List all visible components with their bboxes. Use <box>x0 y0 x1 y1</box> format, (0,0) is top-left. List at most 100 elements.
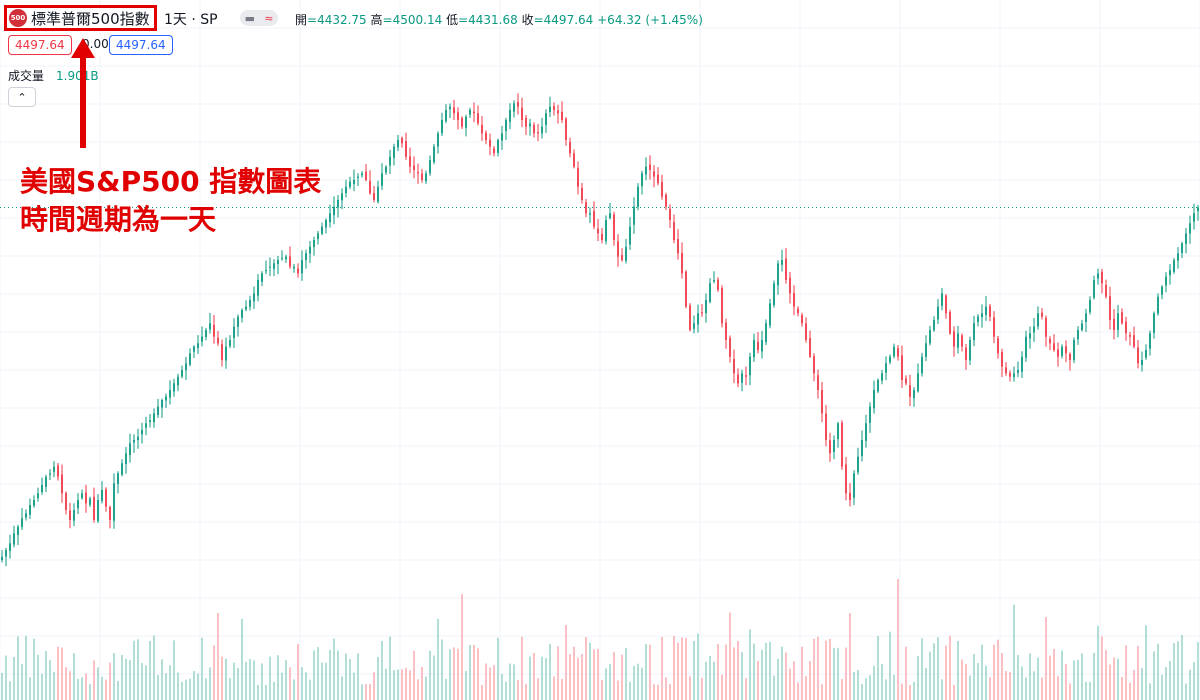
candle-body <box>741 373 743 383</box>
candle-body <box>221 344 223 360</box>
volume-bar <box>1037 657 1039 700</box>
volume-bar <box>757 660 759 700</box>
candle-body <box>901 355 903 380</box>
candle-body <box>1197 207 1199 212</box>
candle-body <box>165 396 167 401</box>
candle-body <box>1133 335 1135 347</box>
candle-body <box>201 336 203 342</box>
candle-body <box>393 146 395 158</box>
candle-body <box>377 186 379 202</box>
volume-bar <box>745 678 747 700</box>
candle-body <box>717 279 719 290</box>
candle-body <box>1013 373 1015 378</box>
volume-bar <box>145 665 147 700</box>
volume-bar <box>821 684 823 700</box>
volume-bar <box>825 640 827 700</box>
interval-label[interactable]: 1天 · SP <box>164 12 218 28</box>
volume-bar <box>569 654 571 700</box>
volume-bar <box>9 681 11 700</box>
candle-body <box>17 526 19 535</box>
volume-bar <box>1197 642 1199 700</box>
volume-bar <box>761 649 763 700</box>
volume-bar <box>233 662 235 700</box>
candle-body <box>1029 333 1031 339</box>
volume-bar <box>1089 682 1091 700</box>
candle-body <box>205 330 207 338</box>
candle-body <box>1193 213 1195 222</box>
candle-body <box>137 436 139 441</box>
volume-bar <box>677 642 679 700</box>
candle-body <box>121 463 123 475</box>
symbol-name[interactable]: 標準普爾500指數 <box>31 9 150 28</box>
volume-bar <box>765 642 767 700</box>
candle-body <box>601 234 603 240</box>
volume-bar <box>773 675 775 700</box>
volume-bar <box>653 684 655 700</box>
candle-body <box>1005 367 1007 374</box>
volume-bar <box>521 636 523 700</box>
candle-body <box>565 118 567 140</box>
candle-body <box>597 228 599 234</box>
candle-body <box>685 271 687 307</box>
candle-body <box>109 507 111 520</box>
volume-bar <box>689 676 691 700</box>
volume-bar <box>213 645 215 700</box>
sp500-logo: 500 <box>9 9 27 27</box>
volume-bar <box>685 638 687 700</box>
open-label: 開 <box>295 13 308 27</box>
candle-body <box>761 340 763 352</box>
candle-body <box>1117 313 1119 330</box>
volume-bar <box>401 669 403 700</box>
volume-bar <box>605 668 607 700</box>
volume-bar <box>437 618 439 700</box>
candle-body <box>105 489 107 507</box>
pill-icon[interactable]: ▬ <box>244 11 255 25</box>
candle-body <box>697 313 699 325</box>
volume-bar <box>73 653 75 700</box>
volume-bar <box>925 667 927 700</box>
visibility-toggle[interactable]: ▬ ≈ <box>240 10 278 26</box>
volume-bar <box>17 636 19 700</box>
volume-bar <box>661 636 663 700</box>
symbol-title-box[interactable]: 500 標準普爾500指數 <box>4 5 157 31</box>
candle-body <box>861 440 863 457</box>
candle-body <box>805 323 807 340</box>
candle-body <box>821 390 823 414</box>
volume-bar <box>945 645 947 700</box>
volume-bar <box>997 639 999 700</box>
candle-body <box>789 277 791 294</box>
volume-bar <box>785 652 787 700</box>
volume-bar <box>33 638 35 700</box>
collapse-legend-button[interactable]: ⌃ <box>8 87 36 107</box>
volume-bar <box>561 678 563 700</box>
candle-body <box>829 440 831 454</box>
sell-price-box[interactable]: 4497.64 <box>8 35 72 55</box>
candle-body <box>25 513 27 518</box>
candle-body <box>405 141 407 157</box>
approx-icon[interactable]: ≈ <box>264 11 274 25</box>
buy-price-box[interactable]: 4497.64 <box>109 35 173 55</box>
volume-bar <box>1101 636 1103 700</box>
volume-bar <box>681 637 683 700</box>
candle-body <box>905 378 907 384</box>
candle-body <box>373 193 375 200</box>
volume-bar <box>365 684 367 700</box>
volume-bar <box>977 663 979 700</box>
candle-body <box>381 173 383 186</box>
candle-body <box>1173 260 1175 272</box>
candle-body <box>1177 253 1179 261</box>
volume-bar <box>489 667 491 700</box>
candle-body <box>593 211 595 227</box>
candle-body <box>773 283 775 306</box>
candle-body <box>897 348 899 357</box>
candle-body <box>825 413 827 440</box>
candle-body <box>961 335 963 347</box>
candle-body <box>625 246 627 262</box>
volume-bar <box>65 667 67 700</box>
candle-body <box>837 423 839 439</box>
volume-bar <box>845 647 847 700</box>
volume-bar <box>733 647 735 700</box>
candle-body <box>45 476 47 487</box>
volume-bar <box>77 678 79 700</box>
